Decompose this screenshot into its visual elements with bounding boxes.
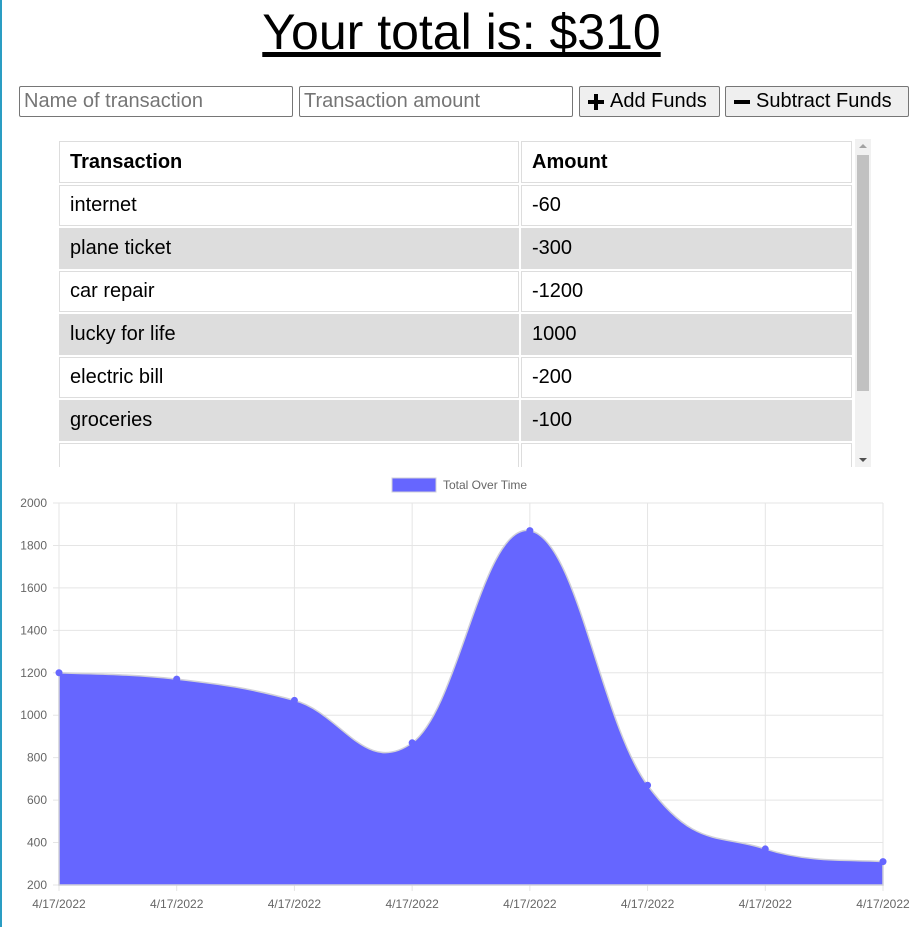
transaction-amount-cell: -200 bbox=[521, 357, 852, 398]
data-point bbox=[408, 739, 416, 747]
transaction-name-cell: groceries bbox=[59, 400, 519, 441]
transaction-amount-cell: -100 bbox=[521, 400, 852, 441]
x-tick-label: 4/17/2022 bbox=[621, 897, 675, 911]
chart-legend: Total Over Time bbox=[391, 477, 527, 493]
subtract-funds-label: Subtract Funds bbox=[756, 90, 892, 112]
transactions-table: Transaction Amount internet -60 plane ti… bbox=[58, 139, 854, 467]
legend-label: Total Over Time bbox=[443, 478, 527, 492]
scroll-down-arrow-icon[interactable] bbox=[859, 458, 867, 462]
y-tick-label: 1400 bbox=[20, 623, 47, 637]
data-point bbox=[879, 858, 887, 866]
transaction-amount-input[interactable] bbox=[299, 86, 573, 117]
total-heading: Your total is: $310 bbox=[262, 4, 661, 60]
y-tick-label: 1000 bbox=[20, 708, 47, 722]
table-row: plane ticket -300 bbox=[59, 228, 852, 269]
plus-icon bbox=[586, 92, 606, 112]
x-tick-label: 4/17/2022 bbox=[150, 897, 204, 911]
transactions-table-container[interactable]: Transaction Amount internet -60 plane ti… bbox=[58, 139, 871, 467]
minus-icon bbox=[732, 92, 752, 112]
y-tick-label: 600 bbox=[27, 793, 47, 807]
legend-swatch bbox=[391, 477, 437, 493]
table-row bbox=[59, 443, 852, 467]
transaction-amount-cell: -1200 bbox=[521, 271, 852, 312]
y-axis-ticks: 200 400 600 800 1000 1200 1400 1600 1800 2000 bbox=[20, 496, 47, 892]
table-row: internet -60 bbox=[59, 185, 852, 226]
data-point bbox=[55, 669, 63, 677]
y-tick-label: 1600 bbox=[20, 581, 47, 595]
table-row: groceries -100 bbox=[59, 400, 852, 441]
data-point bbox=[761, 845, 769, 853]
add-funds-button[interactable]: Add Funds bbox=[579, 86, 720, 117]
x-tick-label: 4/17/2022 bbox=[385, 897, 439, 911]
table-header-row: Transaction Amount bbox=[59, 141, 852, 183]
y-tick-label: 2000 bbox=[20, 496, 47, 510]
transaction-amount-cell: -300 bbox=[521, 228, 852, 269]
y-tick-label: 1200 bbox=[20, 666, 47, 680]
add-funds-label: Add Funds bbox=[610, 90, 707, 112]
scrollbar-thumb[interactable] bbox=[857, 155, 869, 391]
transaction-name-cell: car repair bbox=[59, 271, 519, 312]
data-point bbox=[644, 781, 652, 789]
x-tick-label: 4/17/2022 bbox=[739, 897, 793, 911]
transaction-name-cell: lucky for life bbox=[59, 314, 519, 355]
table-row: lucky for life 1000 bbox=[59, 314, 852, 355]
transaction-name-cell: internet bbox=[59, 185, 519, 226]
x-tick-label: 4/17/2022 bbox=[503, 897, 557, 911]
total-over-time-chart: 200 400 600 800 1000 1200 1400 1600 1800 2000 4/1… bbox=[20, 477, 910, 911]
data-point bbox=[173, 675, 181, 683]
x-tick-label: 4/17/2022 bbox=[32, 897, 86, 911]
transaction-name-cell: electric bill bbox=[59, 357, 519, 398]
column-header-transaction: Transaction bbox=[59, 141, 519, 183]
transaction-name-cell bbox=[59, 443, 519, 467]
data-point bbox=[290, 696, 298, 704]
x-axis-ticks: 4/17/2022 4/17/2022 4/17/2022 4/17/2022 4/17… bbox=[32, 897, 910, 911]
y-tick-label: 400 bbox=[27, 836, 47, 850]
y-tick-label: 1800 bbox=[20, 538, 47, 552]
subtract-funds-button[interactable]: Subtract Funds bbox=[725, 86, 909, 117]
column-header-amount: Amount bbox=[521, 141, 852, 183]
x-tick-label: 4/17/2022 bbox=[856, 897, 910, 911]
table-scrollbar[interactable] bbox=[855, 139, 871, 467]
chart-area-series bbox=[58, 529, 884, 886]
chart-points bbox=[55, 527, 887, 866]
transaction-amount-cell bbox=[521, 443, 852, 467]
x-tick-label: 4/17/2022 bbox=[268, 897, 322, 911]
y-tick-label: 800 bbox=[27, 751, 47, 765]
table-row: car repair -1200 bbox=[59, 271, 852, 312]
transaction-name-cell: plane ticket bbox=[59, 228, 519, 269]
transaction-amount-cell: 1000 bbox=[521, 314, 852, 355]
transaction-amount-cell: -60 bbox=[521, 185, 852, 226]
transaction-name-input[interactable] bbox=[19, 86, 293, 117]
table-row: electric bill -200 bbox=[59, 357, 852, 398]
scroll-up-arrow-icon[interactable] bbox=[859, 144, 867, 148]
data-point bbox=[526, 527, 534, 535]
y-tick-label: 200 bbox=[27, 878, 47, 892]
